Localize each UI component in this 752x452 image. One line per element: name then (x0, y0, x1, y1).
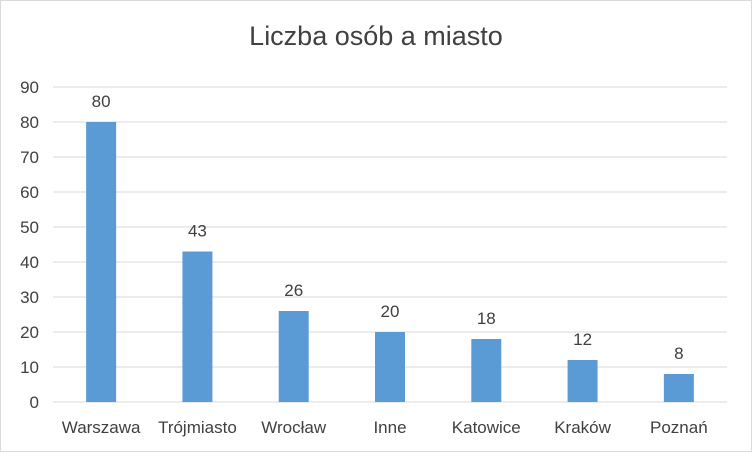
y-tick-label: 40 (20, 253, 39, 272)
bar (375, 332, 405, 402)
y-tick-label: 20 (20, 323, 39, 342)
x-axis-ticks: Warszawa Trójmiasto Wrocław Inne Katowice Kra… (62, 418, 708, 437)
bars (86, 122, 694, 402)
x-tick-label: Poznań (650, 418, 708, 437)
y-tick-label: 0 (30, 393, 39, 412)
data-label: 12 (573, 330, 592, 349)
x-tick-label: Trójmiasto (158, 418, 237, 437)
data-label: 43 (188, 222, 207, 241)
data-label: 18 (477, 309, 496, 328)
y-tick-label: 70 (20, 148, 39, 167)
x-tick-label: Inne (373, 418, 406, 437)
data-labels: 80 43 26 20 18 12 8 (92, 92, 684, 363)
chart-title: Liczba osób a miasto (249, 21, 503, 51)
y-tick-label: 30 (20, 288, 39, 307)
bar (182, 251, 213, 402)
bar (567, 360, 598, 402)
y-tick-label: 80 (20, 113, 39, 132)
x-tick-label: Katowice (452, 418, 521, 437)
y-tick-label: 60 (20, 183, 39, 202)
y-axis-ticks: 0 10 20 30 40 50 60 70 80 90 (20, 78, 39, 412)
data-label: 80 (92, 92, 111, 111)
bar (278, 311, 309, 402)
x-tick-label: Kraków (554, 418, 611, 437)
bar (471, 339, 502, 402)
y-tick-label: 10 (20, 358, 39, 377)
y-tick-label: 90 (20, 78, 39, 97)
bar (86, 122, 117, 402)
data-label: 8 (674, 344, 683, 363)
x-tick-label: Wrocław (261, 418, 327, 437)
x-tick-label: Warszawa (62, 418, 141, 437)
data-label: 20 (381, 302, 400, 321)
data-label: 26 (284, 281, 303, 300)
bar (663, 374, 694, 402)
y-tick-label: 50 (20, 218, 39, 237)
